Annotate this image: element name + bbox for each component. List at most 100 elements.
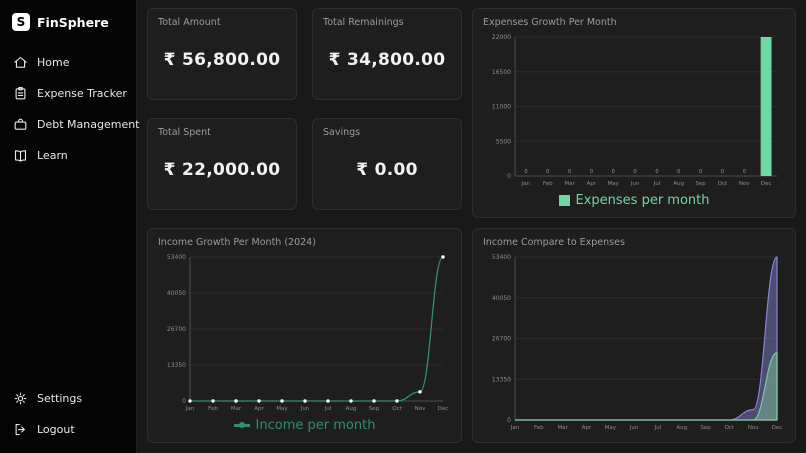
svg-text:Nov: Nov (415, 406, 426, 412)
svg-text:Jul: Jul (654, 425, 662, 431)
svg-text:5500: 5500 (496, 138, 511, 145)
svg-text:Apr: Apr (587, 181, 597, 187)
svg-text:22000: 22000 (492, 34, 511, 41)
sidebar-item-logout[interactable]: Logout (0, 414, 136, 445)
svg-text:Jan: Jan (185, 406, 195, 412)
svg-text:May: May (276, 406, 288, 412)
card-value: ₹ 22,000.00 (163, 159, 281, 180)
svg-text:0: 0 (743, 169, 746, 175)
clipboard-icon (13, 86, 28, 101)
svg-text:0: 0 (633, 169, 636, 175)
legend-swatch (558, 195, 570, 206)
income-line-chart: 0 13350 26700 40050 53400 Jan Feb Mar Apr May Jun J… (158, 250, 451, 415)
svg-text:Feb: Feb (534, 425, 544, 431)
svg-text:0: 0 (721, 169, 724, 175)
svg-text:Dec: Dec (438, 406, 449, 412)
svg-text:0: 0 (612, 169, 615, 175)
app-logo: S FinSphere (0, 10, 136, 47)
chart-title: Expenses Growth Per Month (483, 17, 617, 28)
sidebar-item-label: Learn (37, 149, 68, 162)
svg-text:16500: 16500 (492, 69, 511, 76)
svg-text:0: 0 (590, 169, 593, 175)
svg-text:Oct: Oct (725, 425, 735, 431)
sidebar-item-settings[interactable]: Settings (0, 383, 136, 414)
svg-text:0: 0 (524, 169, 527, 175)
sidebar-item-label: Home (37, 56, 70, 69)
svg-text:40050: 40050 (167, 290, 186, 297)
card-value: ₹ 56,800.00 (163, 49, 281, 70)
svg-text:0: 0 (655, 169, 658, 175)
book-icon (13, 148, 28, 163)
chart-title: Income Growth Per Month (2024) (158, 237, 316, 248)
legend-label: Expenses per month (575, 193, 710, 208)
svg-text:Feb: Feb (543, 181, 553, 187)
total-spent-card: Total Spent ₹ 22,000.00 (147, 118, 297, 210)
chart-title: Income Compare to Expenses (483, 237, 625, 248)
home-icon (13, 55, 28, 70)
expenses-bar-chart: 0 5500 11000 16500 22000 Jan Feb Mar Apr May Jun Ju… (483, 30, 785, 190)
svg-text:13350: 13350 (167, 362, 186, 369)
svg-text:Jun: Jun (300, 406, 310, 412)
svg-text:Oct: Oct (392, 406, 402, 412)
svg-text:Aug: Aug (673, 181, 684, 187)
svg-text:0: 0 (507, 173, 511, 180)
svg-text:Aug: Aug (346, 406, 357, 412)
svg-text:26700: 26700 (167, 326, 186, 333)
svg-text:0: 0 (677, 169, 680, 175)
svg-text:Apr: Apr (582, 425, 592, 431)
svg-text:13350: 13350 (492, 376, 511, 383)
svg-text:11000: 11000 (492, 104, 511, 111)
svg-text:Oct: Oct (718, 181, 728, 187)
briefcase-icon (13, 117, 28, 132)
svg-text:Dec: Dec (761, 181, 772, 187)
svg-text:Sep: Sep (700, 425, 711, 431)
sidebar-item-debt-management[interactable]: Debt Management (0, 109, 140, 140)
svg-text:Mar: Mar (231, 406, 242, 412)
svg-text:Jun: Jun (629, 425, 639, 431)
svg-text:Mar: Mar (557, 425, 568, 431)
sidebar-nav: Home Expense Tracker Debt Management Lea… (0, 47, 140, 171)
logout-icon (13, 422, 28, 437)
svg-text:0: 0 (507, 417, 511, 424)
dashboard: Total Amount ₹ 56,800.00 Total Remaining… (137, 0, 806, 453)
expenses-legend: Expenses per month (483, 190, 785, 209)
card-title: Savings (323, 127, 361, 138)
sidebar-item-label: Settings (37, 392, 83, 405)
svg-text:Mar: Mar (564, 181, 575, 187)
svg-text:Jul: Jul (324, 406, 332, 412)
sidebar-item-label: Expense Tracker (37, 87, 127, 100)
gear-icon (13, 391, 28, 406)
card-value: ₹ 34,800.00 (328, 49, 446, 70)
legend-label: Income per month (255, 418, 376, 433)
income-expense-compare-card: Income Compare to Expenses 0 13350 26700 40… (472, 228, 796, 443)
sidebar-item-home[interactable]: Home (0, 47, 136, 78)
svg-text:Jun: Jun (630, 181, 640, 187)
svg-text:May: May (608, 181, 620, 187)
svg-text:53400: 53400 (492, 254, 511, 261)
svg-text:Sep: Sep (695, 181, 706, 187)
svg-text:Jul: Jul (653, 181, 661, 187)
sidebar-item-expense-tracker[interactable]: Expense Tracker (0, 78, 136, 109)
svg-text:0: 0 (568, 169, 571, 175)
svg-text:Dec: Dec (772, 425, 783, 431)
svg-text:Jan: Jan (510, 425, 520, 431)
svg-text:0: 0 (182, 398, 186, 405)
sidebar-item-label: Logout (37, 423, 75, 436)
card-title: Total Amount (158, 17, 221, 28)
svg-text:0: 0 (699, 169, 702, 175)
svg-text:Feb: Feb (208, 406, 218, 412)
svg-text:May: May (605, 425, 617, 431)
svg-text:Jan: Jan (521, 181, 531, 187)
svg-text:40050: 40050 (492, 295, 511, 302)
income-legend: Income per month (158, 415, 451, 434)
svg-text:53400: 53400 (167, 254, 186, 261)
income-expense-area-chart: 0 13350 26700 40050 53400 Jan Feb Mar Apr May Jun J… (483, 250, 785, 434)
card-title: Total Remainings (323, 17, 404, 28)
logo-icon: S (12, 13, 30, 31)
card-value: ₹ 0.00 (356, 159, 418, 180)
total-remainings-card: Total Remainings ₹ 34,800.00 (312, 8, 462, 100)
card-title: Total Spent (158, 127, 211, 138)
svg-text:Nov: Nov (739, 181, 750, 187)
sidebar-item-learn[interactable]: Learn (0, 140, 136, 171)
